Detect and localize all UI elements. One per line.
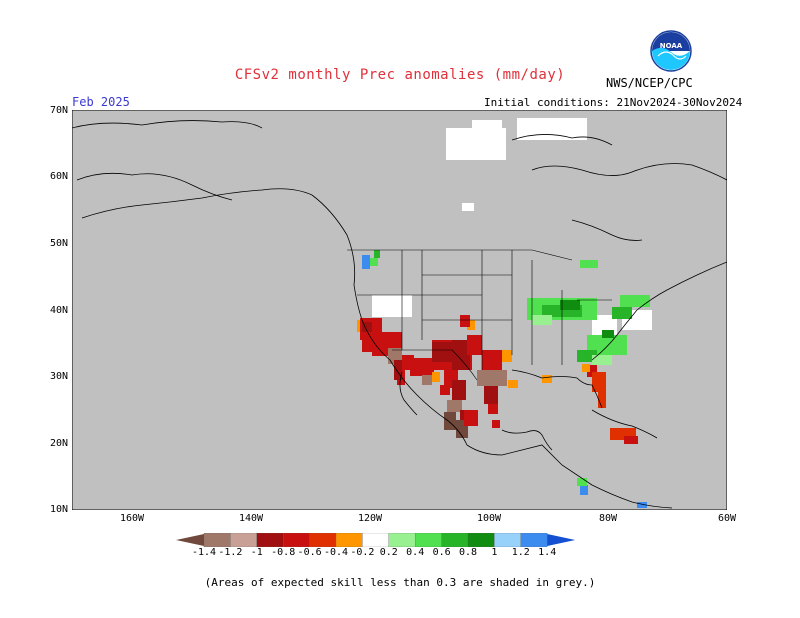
colorbar-label: -1.4: [191, 547, 217, 558]
skill-note: (Areas of expected skill less than 0.3 a…: [204, 576, 596, 589]
precip-anomaly-map: [72, 110, 727, 510]
colorbar: [176, 533, 576, 547]
lon-label: 120W: [357, 513, 383, 524]
noaa-logo-icon: NOAA: [650, 30, 692, 72]
lat-label: 10N: [49, 504, 68, 515]
lat-label: 70N: [49, 105, 68, 116]
svg-text:NOAA: NOAA: [660, 42, 683, 50]
colorbar-label: 1: [491, 547, 498, 558]
colorbar-label: 0.2: [379, 547, 398, 558]
dry-anomalies-southeast: [492, 364, 638, 444]
colorbar-cell: [520, 533, 548, 547]
colorbar-cell: [388, 533, 416, 547]
colorbar-cell: [309, 533, 337, 547]
colorbar-right-arrow: [547, 534, 576, 546]
colorbar-label: -0.2: [350, 547, 375, 558]
political-borders: [347, 249, 612, 381]
colorbar-label: 1.2: [511, 547, 530, 558]
colorbar-label: -0.6: [297, 547, 322, 558]
lon-label: 80W: [598, 513, 618, 524]
lat-label: 50N: [49, 238, 68, 249]
colorbar-label: 0.4: [406, 547, 425, 558]
coastlines: [72, 120, 727, 509]
colorbar-cell: [230, 533, 257, 547]
colorbar-cell: [256, 533, 284, 547]
colorbar-label: -1.2: [218, 547, 243, 558]
lat-label: 30N: [49, 371, 68, 382]
colorbar-label: -0.8: [271, 547, 296, 558]
dry-anomalies: [357, 315, 518, 438]
lon-label: 160W: [119, 513, 145, 524]
colorbar-cell: [283, 533, 310, 547]
lon-label: 140W: [238, 513, 264, 524]
lon-label: 100W: [476, 513, 502, 524]
lat-label: 20N: [49, 438, 68, 449]
colorbar-label: 0.6: [432, 547, 451, 558]
lon-label: 60W: [717, 513, 737, 524]
lat-label: 60N: [49, 171, 68, 182]
colorbar-cell: [494, 533, 521, 547]
colorbar-label: -0.4: [323, 547, 349, 558]
colorbar-cell: [362, 533, 389, 547]
forecast-month: Feb 2025: [72, 95, 130, 109]
colorbar-cell: [441, 533, 469, 547]
colorbar-label: 0.8: [458, 547, 478, 558]
colorbar-cell: [335, 533, 363, 547]
colorbar-label: 1.4: [538, 547, 557, 558]
colorbar-cell: [467, 533, 495, 547]
colorbar-left-arrow: [176, 534, 204, 546]
agency-label: NWS/NCEP/CPC: [606, 76, 693, 90]
colorbar-label: -1: [250, 547, 263, 558]
lat-label: 40N: [49, 305, 68, 316]
colorbar-cell: [415, 533, 442, 547]
initial-conditions: Initial conditions: 21Nov2024-30Nov2024: [484, 96, 743, 109]
colorbar-cell: [203, 533, 231, 547]
map-title: CFSv2 monthly Prec anomalies (mm/day): [234, 67, 566, 83]
